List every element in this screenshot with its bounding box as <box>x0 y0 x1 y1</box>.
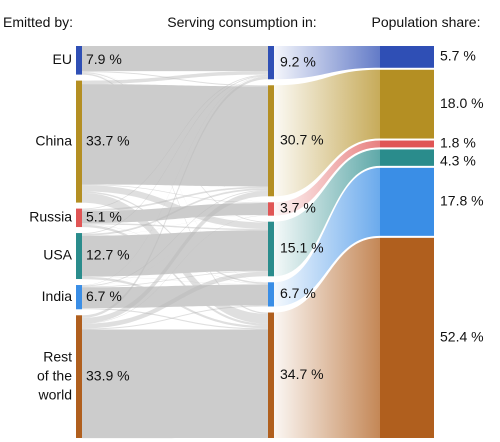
population-label-india: 17.8 % <box>440 193 484 209</box>
region-name-russia: Russia <box>29 209 72 225</box>
emitted-bar-india <box>76 285 82 310</box>
population-bar-eu <box>380 46 434 68</box>
consumption-bar-china <box>268 85 274 197</box>
consumption-label-row: 34.7 % <box>280 366 324 382</box>
emitted-label-china: 33.7 % <box>86 132 130 148</box>
consumption-label-china: 30.7 % <box>280 131 324 147</box>
label-layer: EU 7.9 % 9.2 % China 33.7 % 30.7 % Russia 5.1 %… <box>29 48 483 403</box>
consumption-bar-usa <box>268 221 274 277</box>
flow-usa-to-eu <box>82 75 268 234</box>
flow-china-to-usa <box>82 185 268 229</box>
header-emitted: Emitted by: <box>3 14 73 30</box>
emitted-label-row: 33.9 % <box>86 367 130 383</box>
flow-row-to-china <box>82 190 268 324</box>
population-bar-russia <box>380 140 434 148</box>
flow-india-to-eu <box>82 76 268 286</box>
population-fan-usa <box>274 149 380 277</box>
emitted-label-india: 6.7 % <box>86 288 122 304</box>
flow-row-to-russia <box>82 215 268 324</box>
consumption-label-india: 6.7 % <box>280 285 316 301</box>
region-name-china: China <box>35 132 72 148</box>
flow-china-to-eu <box>82 71 268 85</box>
emitted-label-usa: 12.7 % <box>86 247 130 263</box>
flow-row-to-india <box>82 305 268 330</box>
population-label-china: 18.0 % <box>440 95 484 111</box>
flow-india-to-usa <box>82 270 268 288</box>
consumption-label-eu: 9.2 % <box>280 53 316 69</box>
population-bar-usa <box>380 149 434 166</box>
node-layer <box>76 46 434 438</box>
region-name-row-line-2: of the <box>37 367 72 383</box>
flow-row-to-row <box>82 329 268 439</box>
population-fan-china <box>274 69 380 197</box>
flow-row-to-usa <box>82 271 268 329</box>
population-label-eu: 5.7 % <box>440 48 476 64</box>
flow-usa-to-russia <box>82 214 268 236</box>
consumption-bar-row <box>268 312 274 438</box>
flow-india-to-china <box>82 189 268 287</box>
flow-usa-to-india <box>82 276 268 285</box>
population-label-russia: 1.8 % <box>440 135 476 151</box>
header-consumption: Serving consumption in: <box>167 14 316 30</box>
flow-russia-to-eu <box>82 74 268 210</box>
flow-row-to-eu <box>82 76 268 318</box>
emitted-label-russia: 5.1 % <box>86 209 122 225</box>
flow-russia-to-china <box>82 186 268 212</box>
flow-india-to-row <box>82 308 268 330</box>
emitted-bar-row <box>76 315 82 438</box>
population-fan-russia <box>274 140 380 216</box>
region-name-row-line-1: Rest <box>43 348 72 364</box>
flow-russia-to-row <box>82 224 268 326</box>
population-fan-eu <box>274 46 380 80</box>
flow-usa-to-usa <box>82 230 268 277</box>
consumption-bar-india <box>268 282 274 307</box>
consumption-bar-eu <box>268 46 274 80</box>
flow-usa-to-china <box>82 188 268 236</box>
flow-russia-to-russia <box>82 203 268 224</box>
header-population: Population share: <box>372 14 481 30</box>
region-name-usa: USA <box>43 247 72 263</box>
flow-india-to-russia <box>82 215 268 287</box>
emitted-label-eu: 7.9 % <box>86 51 122 67</box>
region-name-eu: EU <box>53 51 72 67</box>
population-bar-china <box>380 69 434 139</box>
flow-india-to-india <box>82 284 268 309</box>
emitted-bar-usa <box>76 233 82 280</box>
emitted-bar-russia <box>76 208 82 228</box>
consumption-label-usa: 15.1 % <box>280 240 324 256</box>
consumption-bar-russia <box>268 202 274 216</box>
population-fan-india <box>274 167 380 307</box>
consumption-label-russia: 3.7 % <box>280 200 316 216</box>
flow-eu-to-row <box>82 73 268 314</box>
population-bar-india <box>380 167 434 236</box>
flow-eu-to-eu <box>82 46 268 72</box>
flow-china-to-china <box>82 84 268 187</box>
population-label-usa: 4.3 % <box>440 153 476 169</box>
population-bar-row <box>380 237 434 438</box>
emitted-bar-china <box>76 80 82 203</box>
region-name-row-line-3: world <box>38 386 72 402</box>
flow-russia-to-usa <box>82 223 268 231</box>
flow-china-to-russia <box>82 184 268 204</box>
flow-eu-to-china <box>82 71 268 87</box>
population-fan-layer <box>274 46 380 438</box>
emitted-bar-eu <box>76 46 82 75</box>
region-name-india: India <box>42 288 73 304</box>
flow-layer <box>82 46 268 439</box>
population-fan-row <box>274 237 380 438</box>
population-label-row: 52.4 % <box>440 329 484 345</box>
